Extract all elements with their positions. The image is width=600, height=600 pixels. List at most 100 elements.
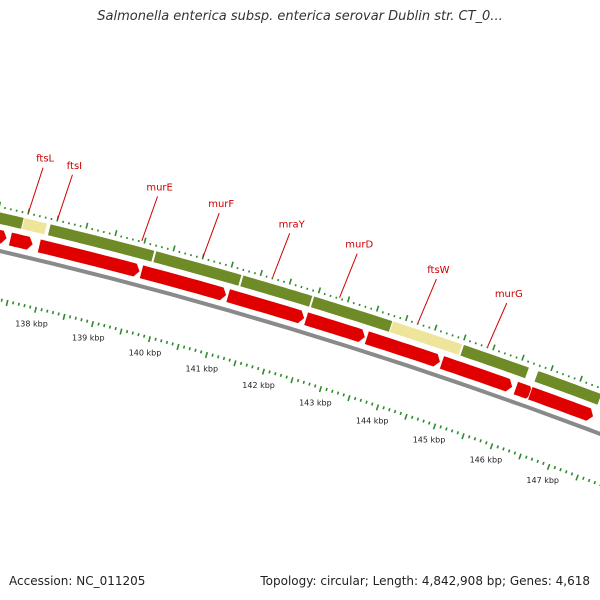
outer-tick bbox=[317, 287, 322, 294]
kbp-tick bbox=[461, 433, 465, 440]
kbp-tick bbox=[365, 400, 368, 404]
kbp-tick bbox=[393, 409, 397, 414]
kbp-tick bbox=[296, 378, 300, 383]
outer-tick bbox=[445, 332, 448, 335]
outer-tick bbox=[224, 263, 227, 267]
kbp-tick bbox=[318, 386, 323, 393]
cds-arrow bbox=[36, 238, 141, 278]
kbp-tick bbox=[160, 339, 163, 343]
kbp-tick bbox=[575, 474, 579, 481]
kbp-label: 141 kbp bbox=[185, 364, 218, 373]
kbp-tick bbox=[228, 358, 231, 362]
gene-label-group: ftsL ftsI murE murF mraY murD ftsW murG bbox=[28, 154, 523, 347]
kbp-tick bbox=[530, 457, 534, 461]
cds-arrow bbox=[363, 330, 441, 368]
outer-tick bbox=[335, 296, 338, 299]
outer-tick bbox=[590, 383, 594, 387]
gene-leader-line bbox=[28, 167, 44, 213]
kbp-tick bbox=[182, 345, 186, 349]
outer-tick bbox=[312, 289, 315, 292]
kbp-tick bbox=[507, 449, 511, 453]
kbp-tick bbox=[313, 384, 317, 388]
outer-tick bbox=[306, 287, 309, 290]
kbp-tick bbox=[217, 355, 220, 359]
kbp-tick bbox=[399, 411, 402, 416]
kbp-tick bbox=[154, 337, 157, 341]
outer-tick bbox=[474, 342, 477, 345]
outer-tick bbox=[195, 255, 198, 258]
cds-arrow bbox=[225, 288, 306, 325]
backbone-line bbox=[0, 249, 600, 437]
kbp-tick bbox=[439, 425, 442, 429]
outer-tick bbox=[422, 324, 425, 327]
cds-arrow bbox=[527, 385, 594, 422]
accession-label: Accession: NC_011205 bbox=[9, 574, 146, 588]
kbp-tick bbox=[34, 306, 38, 313]
kbp-tick bbox=[290, 377, 294, 384]
outer-tick bbox=[509, 354, 512, 357]
kbp-tick bbox=[404, 413, 408, 420]
outer-tick bbox=[370, 307, 373, 310]
outer-tick bbox=[329, 294, 332, 298]
outer-tick bbox=[149, 242, 152, 246]
kbp-tick bbox=[359, 398, 363, 403]
outer-tick bbox=[492, 344, 496, 351]
kbp-tick bbox=[410, 415, 414, 419]
kbp-tick bbox=[325, 387, 328, 392]
kbp-tick bbox=[479, 439, 482, 443]
kbp-tick bbox=[204, 351, 209, 359]
kbp-tick bbox=[29, 305, 32, 309]
kbp-tick bbox=[74, 316, 77, 320]
kbp-tick bbox=[40, 308, 43, 312]
kbp-tick bbox=[222, 356, 226, 361]
outer-tick bbox=[387, 313, 390, 316]
outer-tick bbox=[556, 370, 559, 374]
outer-tick bbox=[410, 320, 413, 324]
gene-leader-line bbox=[339, 253, 358, 298]
outer-tick bbox=[532, 362, 536, 365]
kbp-tick bbox=[587, 478, 591, 483]
outer-tick bbox=[253, 272, 256, 275]
kbp-tick bbox=[256, 366, 260, 371]
kbp-label: 146 kbp bbox=[470, 455, 503, 464]
kbp-tick bbox=[559, 468, 562, 472]
outer-tick bbox=[434, 324, 438, 331]
kbp-tick bbox=[285, 375, 288, 379]
feature-block-yellow bbox=[20, 217, 48, 236]
feature-block-green bbox=[533, 369, 600, 406]
genome-summary-label: Topology: circular; Length: 4,842,908 bp… bbox=[260, 574, 590, 588]
kbp-tick bbox=[51, 310, 55, 315]
gene-label-ftsw: ftsW bbox=[427, 265, 449, 276]
outer-tick bbox=[114, 229, 118, 237]
feature-block-green bbox=[152, 250, 243, 287]
cds-arrow bbox=[138, 264, 228, 302]
outer-tick bbox=[166, 247, 169, 250]
outer-tick bbox=[259, 269, 263, 277]
kbp-tick bbox=[268, 370, 271, 374]
kbp-tick bbox=[97, 322, 100, 326]
kbp-tick bbox=[211, 353, 214, 357]
kbp-tick bbox=[564, 470, 568, 474]
kbp-tick bbox=[485, 441, 488, 445]
gene-label-murd: murD bbox=[345, 240, 373, 251]
kbp-tick bbox=[5, 299, 9, 307]
kbp-tick bbox=[131, 331, 134, 335]
outer-tick bbox=[544, 366, 547, 370]
kbp-tick bbox=[0, 298, 3, 302]
kbp-tick bbox=[17, 302, 20, 306]
kbp-tick bbox=[382, 406, 385, 410]
kbp-tick bbox=[593, 480, 597, 485]
kbp-tick bbox=[245, 363, 248, 367]
cds-arrow bbox=[303, 311, 366, 343]
outer-tick bbox=[561, 372, 565, 376]
outer-tick bbox=[463, 334, 467, 341]
kbp-tick bbox=[108, 325, 112, 329]
gene-leader-line bbox=[272, 233, 291, 278]
kbp-tick bbox=[279, 373, 283, 378]
kbp-tick bbox=[46, 309, 49, 313]
kbp-label: 145 kbp bbox=[413, 436, 446, 445]
outer-tick bbox=[300, 285, 303, 289]
outer-tick bbox=[282, 280, 286, 283]
outer-tick bbox=[189, 253, 193, 257]
outer-tick bbox=[567, 375, 570, 378]
